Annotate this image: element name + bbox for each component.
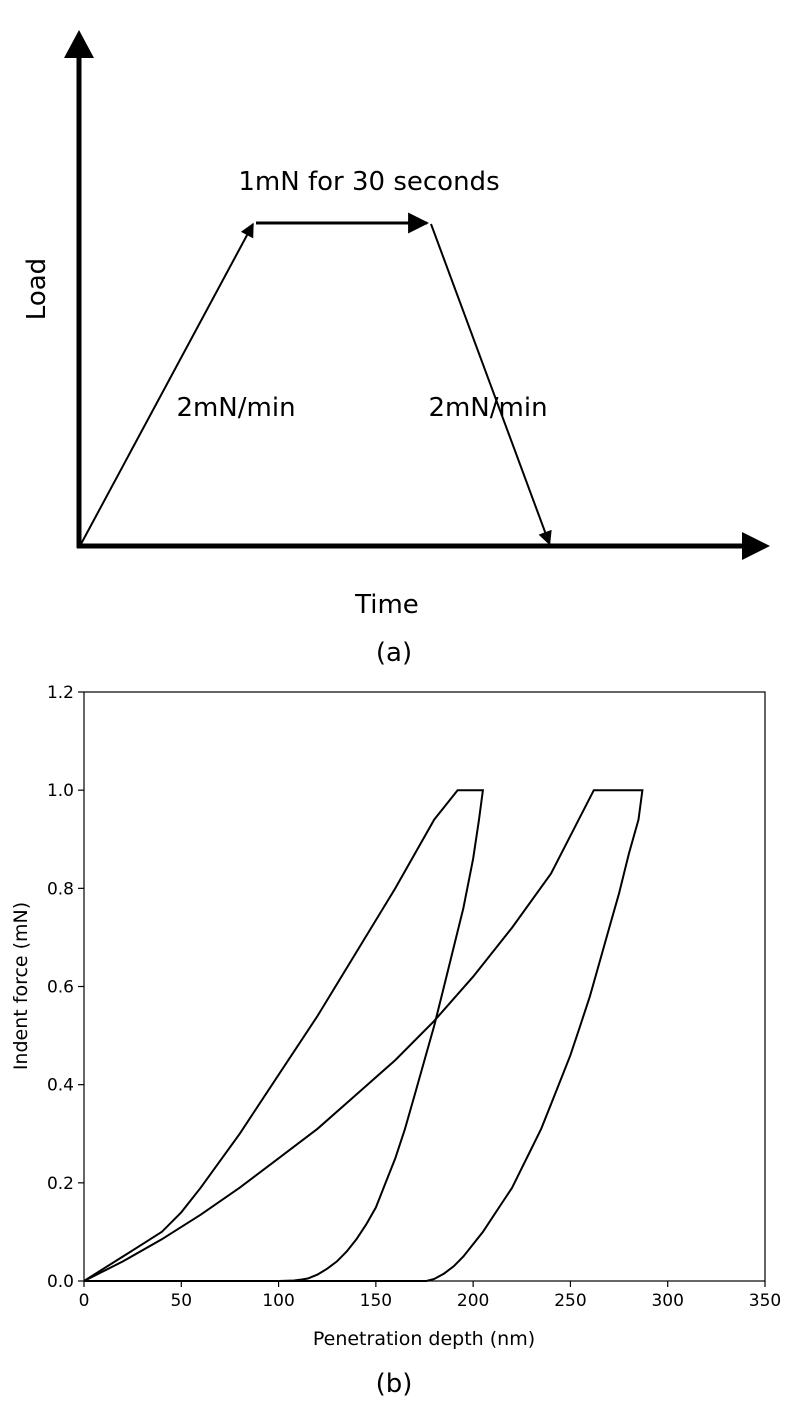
unloading-segment: [430, 223, 552, 546]
y-ticks: 0.0 0.2 0.4 0.6 0.8 1.0 1.2: [47, 683, 84, 1292]
load-axis-label: Load: [22, 258, 52, 320]
y-tick-label: 0.0: [47, 1272, 74, 1292]
y-tick-label: 0.4: [47, 1076, 74, 1096]
y-tick-label: 0.2: [47, 1174, 74, 1194]
x-tick-label: 150: [360, 1291, 392, 1311]
load-axis-arrowhead: [64, 30, 94, 58]
plot-frame: [83, 691, 766, 1282]
panel-label-a: (a): [376, 638, 412, 668]
x-ticks: 0 50 100 150 200 250 300 350: [79, 1281, 781, 1311]
x-tick-label: 50: [170, 1291, 192, 1311]
panel-b: 0 50 100 150 200 250 300 350 0.0 0.2 0.4 0.6 0.8 1.0…: [10, 683, 781, 1399]
series-2-curve: [83, 789, 644, 1282]
y-tick-label: 1.0: [47, 781, 74, 801]
time-axis-arrowhead: [742, 532, 770, 560]
x-axis-label: Penetration depth (nm): [313, 1328, 535, 1350]
x-tick-label: 100: [262, 1291, 294, 1311]
loading-segment: [80, 222, 254, 545]
unloading-rate-label: 2mN/min: [428, 393, 547, 423]
x-tick-label: 250: [554, 1291, 586, 1311]
hold-annotation: 1mN for 30 seconds: [238, 167, 499, 197]
panel-a: 1mN for 30 seconds 2mN/min 2mN/min Time …: [22, 30, 770, 668]
y-tick-label: 1.2: [47, 683, 74, 703]
series-1-curve: [83, 789, 485, 1282]
x-tick-label: 200: [457, 1291, 489, 1311]
y-axis-label: Indent force (mN): [10, 902, 32, 1070]
y-tick-label: 0.8: [47, 879, 74, 899]
x-tick-label: 350: [749, 1291, 781, 1311]
x-tick-label: 300: [651, 1291, 683, 1311]
loading-rate-label: 2mN/min: [176, 393, 295, 423]
x-tick-label: 0: [79, 1291, 90, 1311]
time-axis-label: Time: [354, 590, 419, 620]
y-tick-label: 0.6: [47, 978, 74, 998]
panel-label-b: (b): [376, 1369, 413, 1399]
